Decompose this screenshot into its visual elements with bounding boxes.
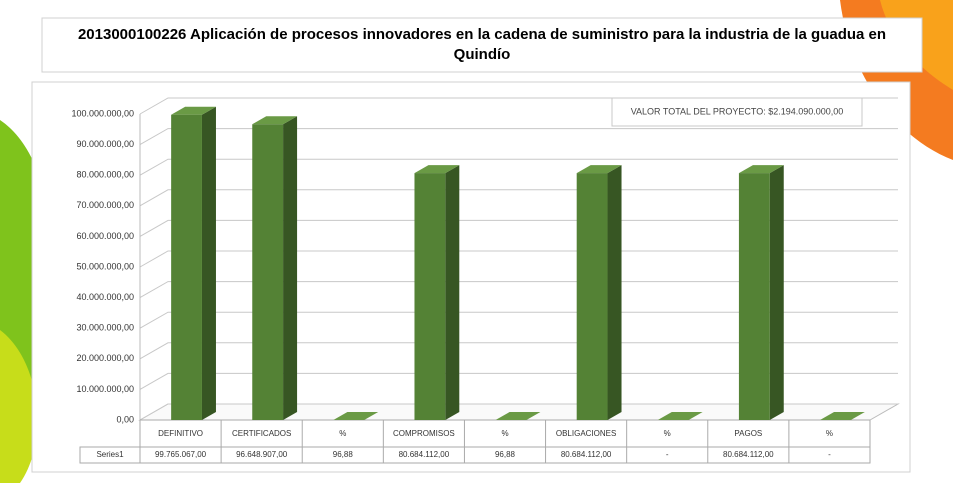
bar-side <box>202 107 216 420</box>
x-tick-label: % <box>501 429 508 438</box>
bar-side <box>608 165 622 420</box>
y-tick-label: 40.000.000,00 <box>76 292 134 302</box>
y-tick-label: 100.000.000,00 <box>71 108 134 118</box>
y-tick-label: 10.000.000,00 <box>76 384 134 394</box>
bar <box>252 124 283 420</box>
y-tick-label: 70.000.000,00 <box>76 200 134 210</box>
x-tick-label: PAGOS <box>734 429 762 438</box>
bar-side <box>445 165 459 420</box>
x-tick-label: OBLIGACIONES <box>556 429 616 438</box>
x-tick-label: % <box>826 429 833 438</box>
x-tick-label: DEFINITIVO <box>158 429 203 438</box>
y-tick-label: 20.000.000,00 <box>76 353 134 363</box>
y-tick-label: 30.000.000,00 <box>76 323 134 333</box>
y-tick-label: 0,00 <box>116 414 134 424</box>
data-table-value: - <box>828 450 831 459</box>
data-table-value: 96,88 <box>495 450 516 459</box>
data-table-value: 80.684.112,00 <box>723 450 774 459</box>
bar-side <box>770 165 784 420</box>
data-table-value: 80.684.112,00 <box>561 450 612 459</box>
bar <box>739 173 770 420</box>
x-tick-label: % <box>339 429 346 438</box>
chart-title: 2013000100226 Aplicación de procesos inn… <box>78 26 886 43</box>
x-tick-label: COMPROMISOS <box>393 429 455 438</box>
data-table-value: 96.648.907,00 <box>236 450 288 459</box>
bar <box>414 173 445 420</box>
annotation: VALOR TOTAL DEL PROYECTO: $2.194.090.000… <box>631 106 844 116</box>
data-table-value: 96,88 <box>333 450 354 459</box>
legend-series: Series1 <box>96 450 124 459</box>
data-table-value: 99.765.067,00 <box>155 450 207 459</box>
bar-side <box>283 116 297 420</box>
bar <box>171 115 202 420</box>
data-table-value: 80.684.112,00 <box>399 450 450 459</box>
chart-title-end: Quindío <box>454 46 511 63</box>
y-tick-label: 80.000.000,00 <box>76 170 134 180</box>
y-tick-label: 60.000.000,00 <box>76 231 134 241</box>
bar <box>577 173 608 420</box>
data-table-value: - <box>666 450 669 459</box>
y-tick-label: 90.000.000,00 <box>76 139 134 149</box>
x-tick-label: % <box>664 429 671 438</box>
x-tick-label: CERTIFICADOS <box>232 429 291 438</box>
y-tick-label: 50.000.000,00 <box>76 261 134 271</box>
